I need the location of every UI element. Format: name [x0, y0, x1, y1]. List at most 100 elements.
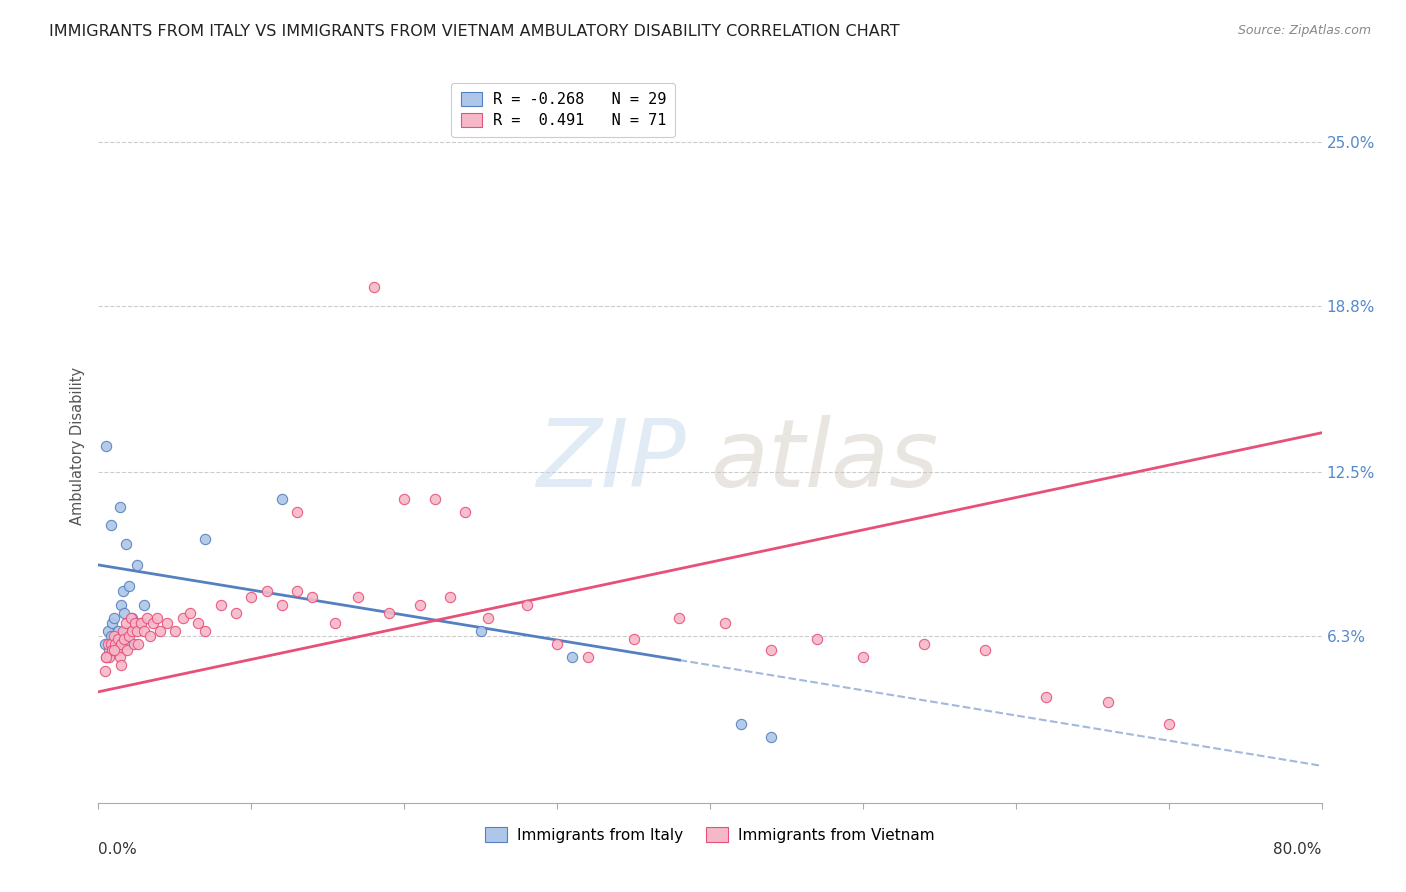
- Point: [285, 505, 308, 519]
- Point: [110, 598, 132, 612]
- Point: [121, 624, 143, 638]
- Text: IMMIGRANTS FROM ITALY VS IMMIGRANTS FROM VIETNAM AMBULATORY DISABILITY CORRELATI: IMMIGRANTS FROM ITALY VS IMMIGRANTS FROM…: [49, 24, 900, 39]
- Point: [806, 632, 828, 646]
- Point: [94, 650, 117, 665]
- Point: [103, 642, 125, 657]
- Point: [134, 624, 156, 638]
- Point: [439, 590, 461, 604]
- Point: [142, 616, 165, 631]
- Point: [270, 491, 292, 506]
- Point: [98, 642, 121, 657]
- Point: [97, 637, 120, 651]
- Point: [852, 650, 875, 665]
- Point: [105, 642, 128, 657]
- Point: [1097, 695, 1119, 709]
- Point: [121, 611, 143, 625]
- Point: [325, 616, 347, 631]
- Point: [134, 598, 156, 612]
- Point: [118, 629, 141, 643]
- Point: [209, 598, 232, 612]
- Point: [98, 650, 121, 665]
- Y-axis label: Ambulatory Disability: Ambulatory Disability: [69, 367, 84, 525]
- Point: [974, 642, 997, 657]
- Point: [108, 650, 131, 665]
- Point: [145, 611, 167, 625]
- Point: [125, 558, 148, 572]
- Point: [730, 716, 752, 731]
- Point: [454, 505, 477, 519]
- Point: [104, 637, 127, 651]
- Point: [115, 624, 138, 638]
- Point: [129, 616, 152, 631]
- Point: [93, 664, 115, 678]
- Point: [623, 632, 645, 646]
- Point: [1035, 690, 1057, 704]
- Point: [187, 616, 209, 631]
- Point: [100, 629, 122, 643]
- Point: [301, 590, 323, 604]
- Point: [194, 532, 217, 546]
- Point: [110, 637, 132, 651]
- Text: Source: ZipAtlas.com: Source: ZipAtlas.com: [1237, 24, 1371, 37]
- Point: [118, 579, 141, 593]
- Point: [240, 590, 263, 604]
- Point: [1157, 716, 1180, 731]
- Point: [94, 650, 117, 665]
- Point: [759, 730, 782, 744]
- Point: [363, 280, 385, 294]
- Point: [477, 611, 499, 625]
- Point: [107, 632, 129, 646]
- Point: [104, 632, 127, 646]
- Text: 0.0%: 0.0%: [98, 842, 138, 857]
- Point: [194, 624, 217, 638]
- Point: [561, 650, 583, 665]
- Text: 80.0%: 80.0%: [1274, 842, 1322, 857]
- Point: [100, 518, 122, 533]
- Point: [124, 616, 146, 631]
- Point: [163, 624, 186, 638]
- Point: [115, 616, 138, 631]
- Legend: Immigrants from Italy, Immigrants from Vietnam: Immigrants from Italy, Immigrants from V…: [479, 821, 941, 848]
- Point: [127, 637, 149, 651]
- Point: [117, 637, 139, 651]
- Point: [256, 584, 278, 599]
- Point: [378, 606, 401, 620]
- Point: [125, 624, 148, 638]
- Point: [129, 616, 152, 631]
- Point: [225, 606, 247, 620]
- Point: [115, 537, 138, 551]
- Point: [111, 584, 134, 599]
- Point: [101, 616, 124, 631]
- Point: [103, 629, 125, 643]
- Point: [110, 658, 132, 673]
- Point: [112, 632, 135, 646]
- Point: [408, 598, 430, 612]
- Point: [105, 642, 128, 657]
- Point: [107, 624, 129, 638]
- Point: [270, 598, 292, 612]
- Point: [285, 584, 308, 599]
- Point: [172, 611, 194, 625]
- Text: ZIP: ZIP: [536, 415, 686, 506]
- Point: [576, 650, 599, 665]
- Point: [120, 611, 142, 625]
- Point: [111, 624, 134, 638]
- Point: [470, 624, 492, 638]
- Point: [122, 637, 145, 651]
- Point: [668, 611, 690, 625]
- Point: [100, 637, 122, 651]
- Point: [108, 500, 131, 514]
- Point: [423, 491, 446, 506]
- Point: [112, 606, 135, 620]
- Point: [392, 491, 416, 506]
- Point: [516, 598, 538, 612]
- Point: [97, 624, 120, 638]
- Point: [93, 637, 115, 651]
- Point: [101, 642, 124, 657]
- Point: [714, 616, 737, 631]
- Point: [94, 439, 117, 453]
- Point: [156, 616, 179, 631]
- Point: [546, 637, 568, 651]
- Point: [136, 611, 159, 625]
- Text: atlas: atlas: [710, 415, 938, 506]
